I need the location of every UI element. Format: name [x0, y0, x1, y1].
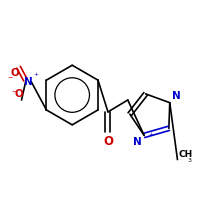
Text: −: −	[7, 74, 12, 79]
Text: O: O	[14, 89, 23, 99]
Text: +: +	[33, 72, 39, 77]
Text: O: O	[10, 68, 19, 78]
Text: N: N	[24, 77, 33, 87]
Text: +: +	[148, 132, 153, 137]
Text: N: N	[133, 137, 142, 147]
Text: N: N	[172, 91, 180, 101]
Text: O: O	[103, 135, 113, 148]
Text: 3: 3	[187, 158, 191, 163]
Text: −: −	[11, 88, 16, 93]
Text: CH: CH	[178, 150, 193, 159]
